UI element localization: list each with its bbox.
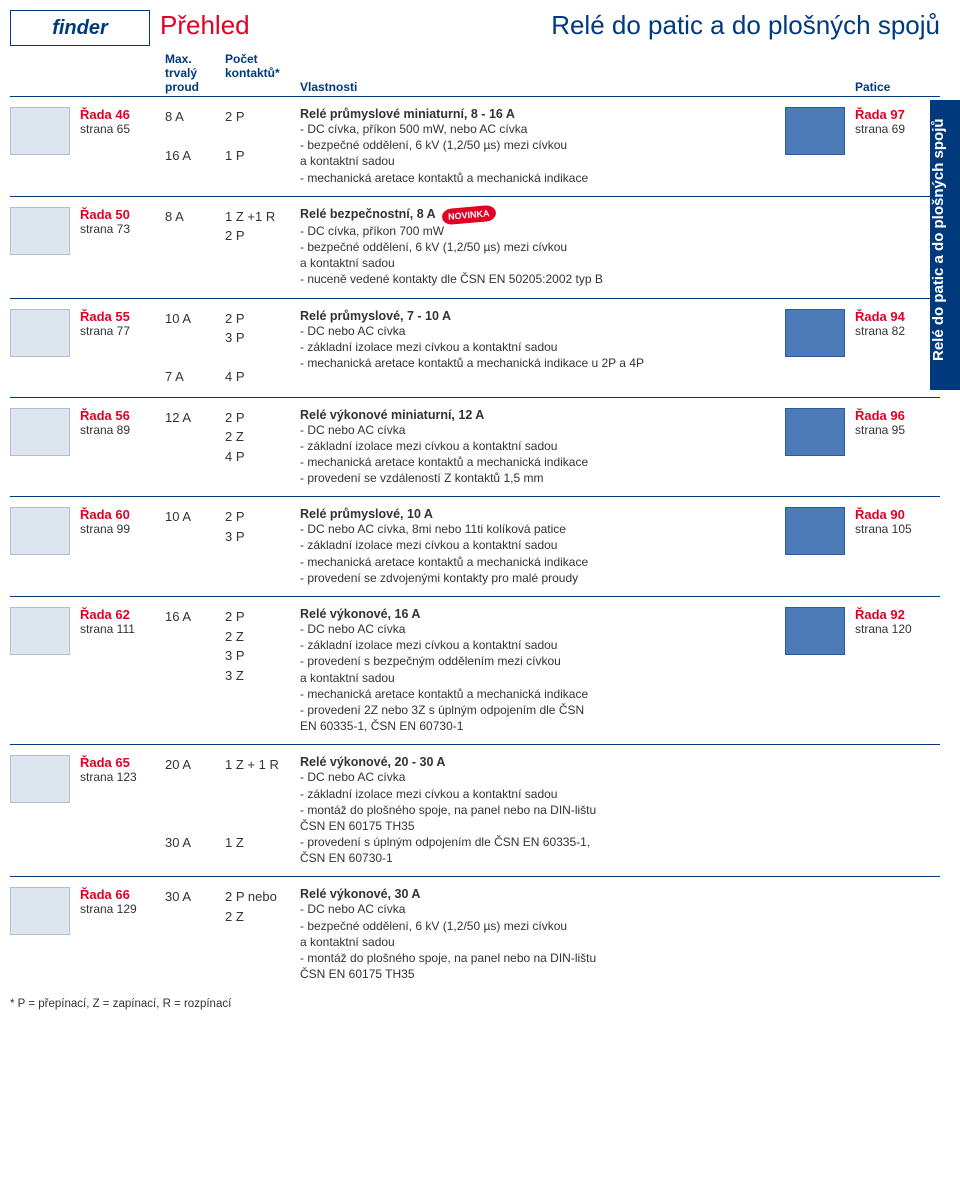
series-name: Řada 50: [80, 207, 165, 222]
contacts-cell: 2 P nebo 2 Z: [225, 887, 300, 926]
desc-title: Relé průmyslové miniaturní, 8 - 16 A: [300, 107, 775, 121]
table-row: Řada 62strana 11116 A2 P 2 Z 3 P 3 ZRelé…: [10, 597, 940, 745]
series-page: strana 73: [80, 222, 165, 236]
novinka-badge: NOVINKA: [441, 204, 496, 225]
socket-name: Řada 90: [855, 507, 940, 522]
desc-title: Relé výkonové, 30 A: [300, 887, 775, 901]
col-sock: Patice: [855, 80, 940, 94]
series-page: strana 129: [80, 902, 165, 916]
relay-thumbnail: [10, 207, 70, 255]
relay-thumbnail: [10, 507, 70, 555]
col-cont-l1: Počet: [225, 52, 300, 66]
relay-thumbnail: [10, 755, 70, 803]
relay-thumbnail: [10, 107, 70, 155]
desc-title: Relé průmyslové, 10 A: [300, 507, 775, 521]
relay-thumbnail: [10, 607, 70, 655]
amp-cell: 8 A: [165, 207, 225, 227]
relay-thumbnail: [10, 309, 70, 357]
socket-page: strana 120: [855, 622, 940, 636]
socket-name: Řada 94: [855, 309, 940, 324]
desc-lines: - DC nebo AC cívka, 8mi nebo 11ti kolíko…: [300, 521, 775, 586]
header-right: Relé do patic a do plošných spojů: [551, 10, 940, 41]
series-page: strana 99: [80, 522, 165, 536]
desc-lines: - DC nebo AC cívka - základní izolace me…: [300, 323, 775, 372]
desc-title: Relé výkonové miniaturní, 12 A: [300, 408, 775, 422]
amp-cell: 10 A: [165, 507, 225, 527]
series-name: Řada 55: [80, 309, 165, 324]
contacts-cell: 2 P 3 P 4 P: [225, 309, 300, 387]
table-row: Řada 66strana 12930 A2 P nebo 2 ZRelé vý…: [10, 877, 940, 992]
desc-lines: - DC cívka, příkon 700 mW - bezpečné odd…: [300, 223, 775, 288]
desc-title: Relé výkonové, 16 A: [300, 607, 775, 621]
socket-thumbnail: [785, 607, 845, 655]
contacts-cell: 2 P 3 P: [225, 507, 300, 546]
logo: finder: [10, 10, 150, 46]
desc-lines: - DC nebo AC cívka - základní izolace me…: [300, 769, 775, 866]
socket-name: Řada 92: [855, 607, 940, 622]
desc-lines: - DC nebo AC cívka - bezpečné oddělení, …: [300, 901, 775, 982]
socket-page: strana 69: [855, 122, 940, 136]
socket-thumbnail: [785, 107, 845, 155]
logo-bar: finder Přehled Relé do patic a do plošný…: [10, 10, 940, 46]
socket-thumbnail: [785, 507, 845, 555]
desc-title: Relé bezpečnostní, 8 ANOVINKA: [300, 207, 775, 223]
desc-title: Relé průmyslové, 7 - 10 A: [300, 309, 775, 323]
relay-thumbnail: [10, 408, 70, 456]
amp-cell: 8 A 16 A: [165, 107, 225, 166]
series-page: strana 111: [80, 622, 165, 636]
header-left: Přehled: [160, 10, 250, 41]
series-page: strana 123: [80, 770, 165, 784]
contacts-cell: 1 Z +1 R 2 P: [225, 207, 300, 246]
series-name: Řada 66: [80, 887, 165, 902]
socket-page: strana 95: [855, 423, 940, 437]
col-desc: Vlastnosti: [300, 80, 785, 94]
series-page: strana 89: [80, 423, 165, 437]
desc-lines: - DC nebo AC cívka - základní izolace me…: [300, 422, 775, 487]
contacts-cell: 1 Z + 1 R 1 Z: [225, 755, 300, 853]
col-amp-l3: proud: [165, 80, 225, 94]
table-row: Řada 56strana 8912 A2 P 2 Z 4 PRelé výko…: [10, 398, 940, 498]
column-headings: Max. trvalý proud Počet kontaktů* Vlastn…: [10, 46, 940, 97]
amp-cell: 16 A: [165, 607, 225, 627]
series-name: Řada 62: [80, 607, 165, 622]
table-row: Řada 55strana 7710 A 7 A2 P 3 P 4 PRelé …: [10, 299, 940, 398]
socket-page: strana 105: [855, 522, 940, 536]
amp-cell: 20 A 30 A: [165, 755, 225, 853]
desc-lines: - DC cívka, příkon 500 mW, nebo AC cívka…: [300, 121, 775, 186]
socket-name: Řada 96: [855, 408, 940, 423]
table-row: Řada 50strana 738 A1 Z +1 R 2 PRelé bezp…: [10, 197, 940, 299]
contacts-cell: 2 P 1 P: [225, 107, 300, 166]
col-cont-l2: kontaktů*: [225, 66, 300, 80]
relay-thumbnail: [10, 887, 70, 935]
series-name: Řada 60: [80, 507, 165, 522]
desc-lines: - DC nebo AC cívka - základní izolace me…: [300, 621, 775, 734]
amp-cell: 30 A: [165, 887, 225, 907]
socket-thumbnail: [785, 408, 845, 456]
amp-cell: 10 A 7 A: [165, 309, 225, 387]
series-name: Řada 46: [80, 107, 165, 122]
socket-page: strana 82: [855, 324, 940, 338]
contacts-cell: 2 P 2 Z 4 P: [225, 408, 300, 467]
amp-cell: 12 A: [165, 408, 225, 428]
contacts-cell: 2 P 2 Z 3 P 3 Z: [225, 607, 300, 685]
col-amp-l1: Max.: [165, 52, 225, 66]
socket-thumbnail: [785, 309, 845, 357]
series-page: strana 65: [80, 122, 165, 136]
socket-name: Řada 97: [855, 107, 940, 122]
series-name: Řada 56: [80, 408, 165, 423]
series-name: Řada 65: [80, 755, 165, 770]
col-amp-l2: trvalý: [165, 66, 225, 80]
footnote: * P = přepínací, Z = zapínací, R = rozpí…: [10, 992, 940, 1014]
table-row: Řada 60strana 9910 A2 P 3 PRelé průmyslo…: [10, 497, 940, 597]
side-tab: Relé do patic a do plošných spojů: [930, 100, 960, 390]
table-row: Řada 46strana 658 A 16 A2 P 1 PRelé prům…: [10, 97, 940, 197]
series-page: strana 77: [80, 324, 165, 338]
desc-title: Relé výkonové, 20 - 30 A: [300, 755, 775, 769]
table-row: Řada 65strana 12320 A 30 A1 Z + 1 R 1 ZR…: [10, 745, 940, 877]
